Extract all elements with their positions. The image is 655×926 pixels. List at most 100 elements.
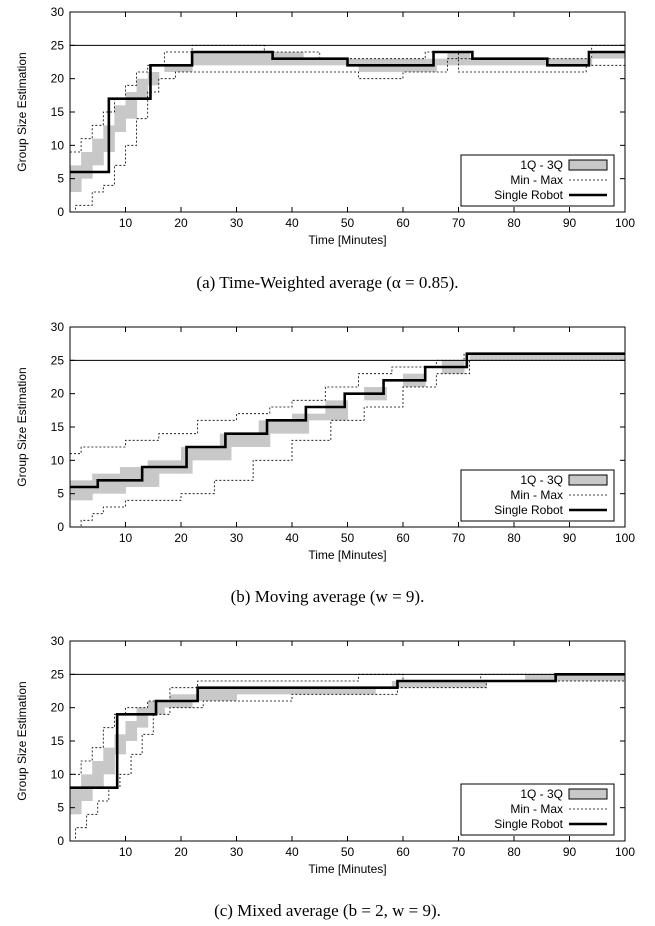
x-tick-label: 20: [174, 845, 188, 859]
x-tick-label: 80: [507, 845, 521, 859]
y-tick-label: 10: [51, 767, 65, 781]
iqr-band-segment: [236, 687, 321, 695]
iqr-band-segment: [70, 480, 93, 501]
legend-label: Single Robot: [494, 817, 563, 831]
iqr-band-segment: [70, 787, 82, 815]
legend-label: Min - Max: [510, 488, 563, 502]
chart-c: 0 5 10 15 20 25 30 10 20 30 40 50 60 70 80 90 100 Time [M…: [15, 634, 635, 876]
iqr-band-segment: [81, 152, 93, 179]
legend-label: 1Q - 3Q: [520, 158, 563, 172]
chart-panel-c: 0 5 10 15 20 25 30 10 20 30 40 50 60 70 80 90 100 Time [M…: [0, 629, 655, 891]
max-series-line: [70, 673, 625, 775]
iqr-band-segment: [347, 687, 376, 695]
caption-b: (b) Moving average (w = 9).: [230, 587, 425, 606]
iqr-band-segment: [192, 52, 226, 66]
iqr-band-segment: [269, 420, 293, 434]
iqr-band-segment: [197, 687, 237, 701]
x-tick-label: 30: [230, 845, 244, 859]
iqr-band-segment: [430, 681, 437, 688]
chart-panel-a: 0 5 10 15 20 25 30 10 20 30 40 50 60 70 80 90 100 Time [M…: [0, 0, 655, 262]
x-axis-label: Time [Minutes]: [308, 233, 386, 247]
iqr-band-segment: [347, 58, 360, 66]
y-tick-label: 20: [51, 701, 65, 715]
iqr-band-segment: [230, 433, 260, 447]
y-tick-label: 25: [51, 38, 65, 52]
iqr-band-segment: [469, 353, 626, 361]
x-tick-label: 40: [285, 845, 299, 859]
legend-swatch-iqr: [568, 159, 608, 171]
x-tick-label: 20: [174, 216, 188, 230]
x-tick-label: 90: [563, 216, 577, 230]
x-axis-label: Time [Minutes]: [308, 548, 386, 562]
legend-label: Single Robot: [494, 188, 563, 202]
iqr-band-segment: [325, 400, 348, 421]
x-axis-label: Time [Minutes]: [308, 862, 386, 876]
y-tick-label: 15: [51, 734, 65, 748]
legend-box: [460, 783, 615, 836]
x-tick-label: 60: [396, 216, 410, 230]
y-tick-label: 20: [51, 387, 65, 401]
y-tick-label: 10: [51, 138, 65, 152]
x-tick-label: 100: [615, 845, 635, 859]
min-series-line: [70, 680, 625, 842]
iqr-band-segment: [92, 761, 104, 788]
y-axis-label: Group Size Estimation: [15, 52, 29, 171]
iqr-band-segment: [125, 467, 149, 487]
legend-label: Single Robot: [494, 503, 563, 517]
iqr-band-segment: [92, 138, 104, 166]
iqr-band-segment: [591, 52, 626, 59]
iqr-band-segment: [436, 681, 487, 688]
y-tick-label: 5: [57, 172, 64, 186]
x-tick-label: 10: [119, 531, 133, 545]
iqr-band-segment: [192, 694, 199, 701]
x-tick-label: 70: [452, 531, 466, 545]
iqr-band-segment: [92, 473, 121, 494]
x-tick-label: 100: [615, 531, 635, 545]
iqr-band-segment: [125, 721, 138, 741]
x-tick-label: 60: [396, 845, 410, 859]
iqr-band-segment: [147, 460, 160, 487]
legend-swatch-iqr: [568, 474, 608, 486]
y-tick-label: 0: [57, 205, 64, 219]
chart-b: 0 5 10 15 20 25 30 10 20 30 40 50 60 70 80 90 100 Time [M…: [15, 320, 635, 562]
iqr-band-segment: [147, 72, 160, 86]
iqr-band-segment: [70, 165, 82, 192]
iqr-band-segment: [136, 707, 149, 728]
caption-a: (a) Time-Weighted average (α = 0.85).: [196, 273, 459, 292]
y-axis-label: Group Size Estimation: [15, 681, 29, 800]
x-tick-label: 90: [563, 531, 577, 545]
min-series-line: [70, 359, 625, 528]
min-series-line: [70, 58, 625, 213]
iqr-band-segment: [558, 674, 570, 681]
x-tick-label: 50: [341, 216, 355, 230]
single-robot-series-line: [70, 673, 625, 789]
iqr-band-segment: [541, 674, 559, 681]
y-axis-label: Group Size Estimation: [15, 367, 29, 486]
legend-label: Min - Max: [510, 173, 563, 187]
x-tick-label: 20: [174, 531, 188, 545]
iqr-band: [70, 674, 626, 815]
y-tick-label: 0: [57, 520, 64, 534]
chart-panel-b: 0 5 10 15 20 25 30 10 20 30 40 50 60 70 80 90 100 Time [M…: [0, 315, 655, 577]
x-tick-label: 70: [452, 845, 466, 859]
y-tick-label: 20: [51, 72, 65, 86]
iqr-band-segment: [136, 78, 149, 99]
y-tick-label: 15: [51, 105, 65, 119]
iqr-band-segment: [436, 58, 448, 66]
y-tick-label: 30: [51, 634, 65, 648]
y-tick-label: 25: [51, 667, 65, 681]
x-tick-label: 100: [615, 216, 635, 230]
x-tick-label: 50: [341, 845, 355, 859]
y-tick-label: 25: [51, 353, 65, 367]
iqr-band-segment: [103, 747, 115, 775]
iqr-band-segment: [319, 687, 348, 695]
x-tick-label: 80: [507, 531, 521, 545]
iqr-band-segment: [225, 52, 265, 66]
legend-label: Min - Max: [510, 802, 563, 816]
y-tick-label: 30: [51, 5, 65, 19]
x-tick-label: 40: [285, 531, 299, 545]
single-robot-series-line: [70, 50, 625, 174]
